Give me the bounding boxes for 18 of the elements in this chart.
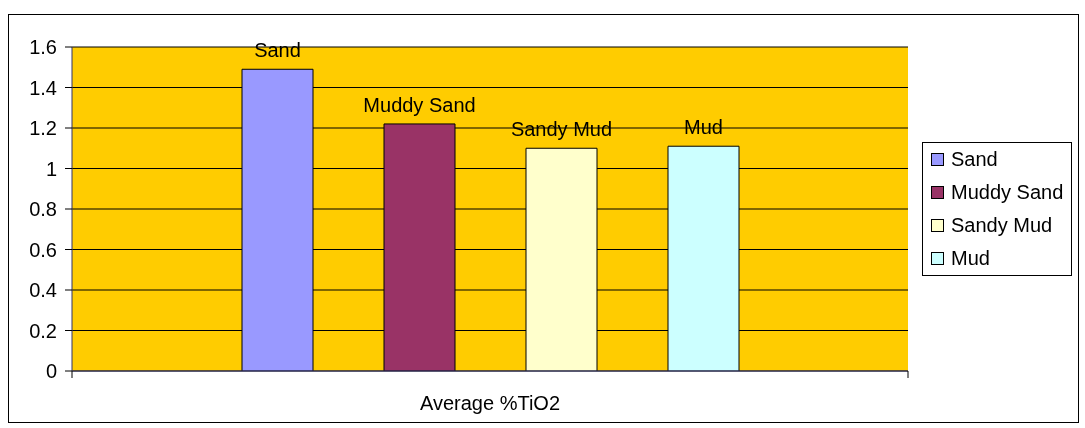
y-tick-label: 1.6	[29, 36, 57, 59]
legend-label: Muddy Sand	[951, 181, 1064, 204]
text: Sandy Mud	[510, 118, 613, 141]
y-tick-label: 1	[45, 157, 57, 180]
y-tick-label: 1.4	[29, 76, 57, 99]
y-tick-label: 1.2	[29, 117, 57, 140]
text: Mud	[684, 116, 723, 139]
y-tick-label: 0.6	[29, 238, 57, 261]
text: Muddy Sand	[363, 93, 476, 116]
legend-label: Sandy Mud	[951, 214, 1053, 237]
y-tick-label: 0	[45, 360, 57, 383]
y-tick-label: 0.2	[29, 319, 57, 342]
y-tick-label: 0.4	[29, 279, 57, 302]
legend-label: Sand	[951, 148, 998, 171]
legend-label: Mud	[951, 247, 990, 270]
x-tick-label: Average %TiO2	[419, 392, 561, 414]
text: Sand	[254, 39, 301, 62]
y-tick-label: 0.8	[29, 198, 57, 221]
